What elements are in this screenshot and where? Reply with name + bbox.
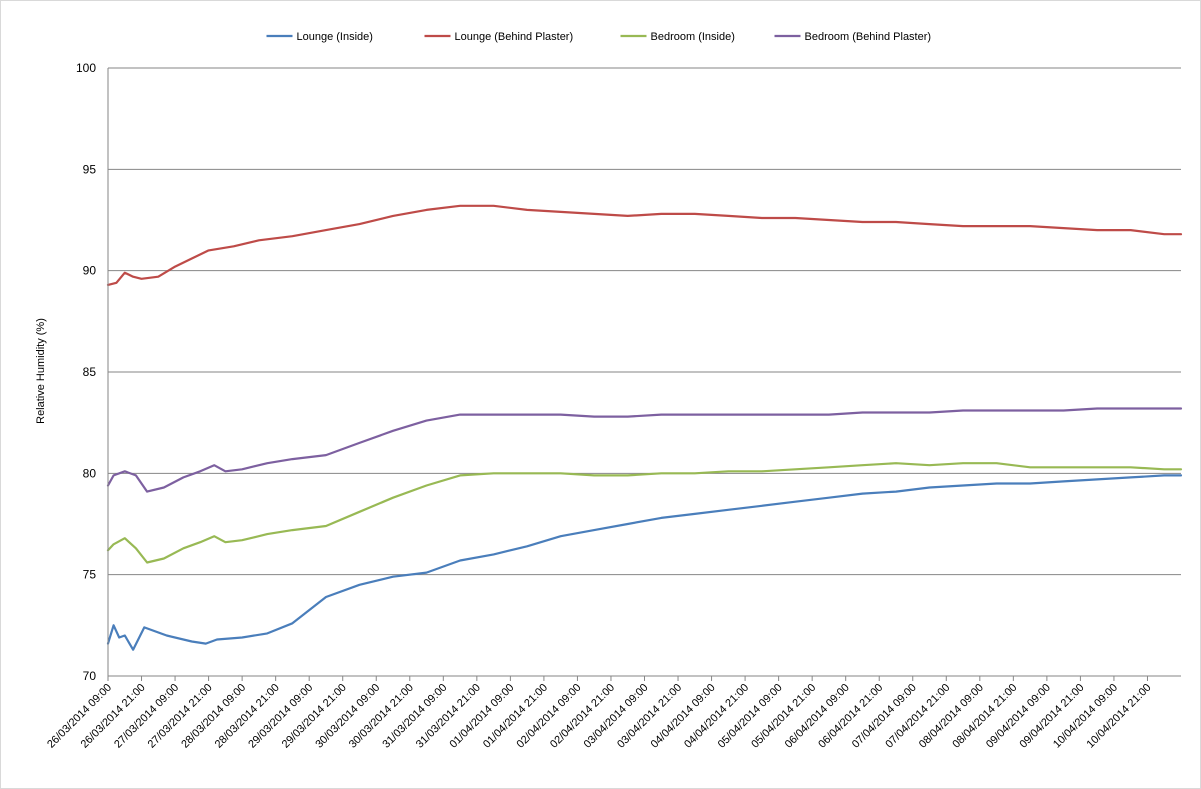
legend-label: Bedroom (Inside) [651,31,735,43]
series-line [106,407,1183,493]
legend-label: Bedroom (Behind Plaster) [805,31,932,43]
y-tick-label: 70 [83,669,97,683]
y-tick-label: 75 [83,568,97,582]
series-lines [106,204,1183,651]
y-tick-label: 90 [83,264,97,278]
y-tick-labels: 70 75 80 85 90 95 100 [76,61,96,683]
legend-label: Lounge (Inside) [297,31,373,43]
series-line [106,462,1183,564]
y-axis-title: Relative Humidity (%) [35,318,47,424]
axes [107,68,1181,681]
series-line [106,204,1183,286]
y-tick-label: 80 [83,466,97,480]
legend: Lounge (Inside) Lounge (Behind Plaster) Be… [266,31,932,43]
y-tick-label: 85 [83,365,97,379]
series-line [106,474,1183,651]
legend-label: Lounge (Behind Plaster) [455,31,574,43]
y-tick-label: 95 [83,162,97,176]
y-tick-label: 100 [76,61,96,75]
